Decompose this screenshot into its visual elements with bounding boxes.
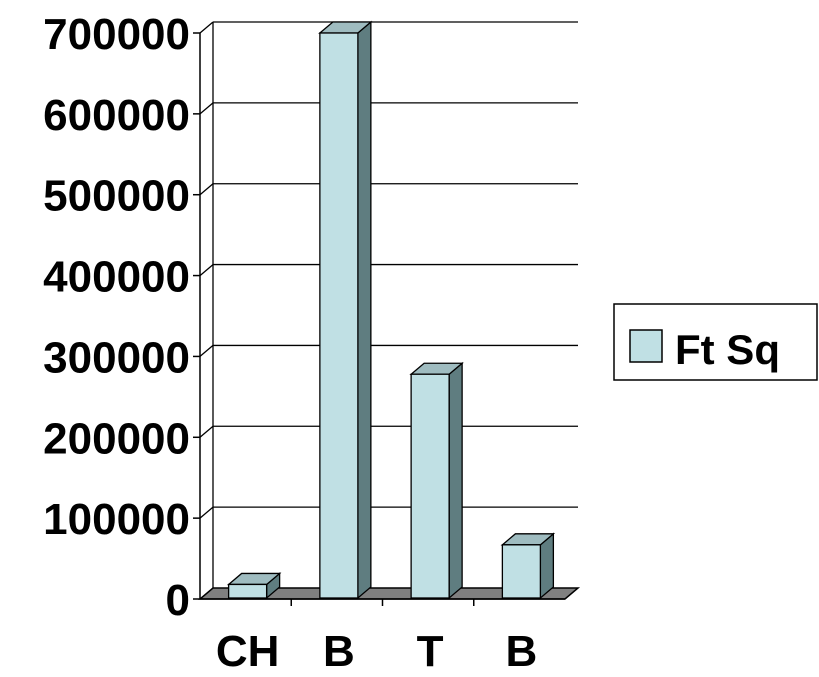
y-tick-label: 600000 xyxy=(43,91,190,140)
gridline-wall xyxy=(199,102,214,115)
bar-front xyxy=(227,583,268,599)
gridline-wall xyxy=(199,264,214,277)
bar xyxy=(226,572,282,600)
bar xyxy=(500,532,556,600)
bar-front xyxy=(319,32,359,599)
x-tick-label: CH xyxy=(216,627,280,672)
gridline-wall xyxy=(199,506,214,519)
x-tick-label: T xyxy=(417,627,444,672)
gridline-wall xyxy=(199,21,214,34)
gridline-wall xyxy=(199,183,214,196)
bar xyxy=(318,20,373,600)
gridline-wall xyxy=(199,344,214,357)
y-tick-label: 500000 xyxy=(43,172,190,221)
bar-front xyxy=(501,544,542,599)
bar-side xyxy=(357,20,372,600)
bar-side xyxy=(448,361,463,600)
tick-labels: 0 100000 200000 300000 400000 500000 600000 700… xyxy=(43,10,537,676)
legend: Ft Sq xyxy=(613,303,818,381)
bar xyxy=(409,361,464,600)
bar-front xyxy=(410,373,450,599)
y-tick-label: 300000 xyxy=(43,333,190,382)
axes xyxy=(193,22,565,606)
legend-swatch xyxy=(629,329,663,363)
y-tick-label: 400000 xyxy=(43,253,190,302)
gridlines xyxy=(199,21,578,519)
x-tick-label: B xyxy=(505,627,537,672)
y-tick-label: 700000 xyxy=(43,10,190,59)
legend-label: Ft Sq xyxy=(675,326,780,373)
gridline-wall xyxy=(199,425,214,438)
x-tick-label: B xyxy=(323,627,355,672)
y-tick-label: 0 xyxy=(166,576,190,625)
y-tick-label: 200000 xyxy=(43,414,190,463)
bars xyxy=(226,20,556,600)
y-tick-label: 100000 xyxy=(43,495,190,544)
